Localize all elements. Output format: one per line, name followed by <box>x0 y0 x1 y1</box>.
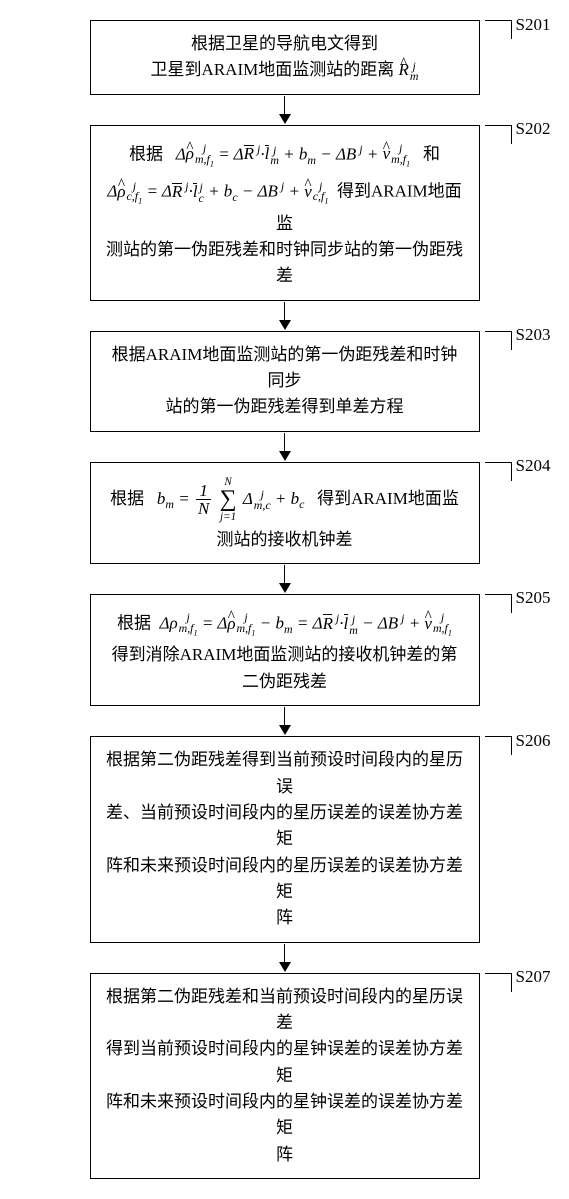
step-row: 根据 Δρjm,f1 = ΔR j·ljm + bm − ΔB j + vjm,… <box>20 125 549 301</box>
label-hook <box>485 125 512 144</box>
step-label: S205 <box>516 588 551 608</box>
step-text: 站的第一伪距残差得到单差方程 <box>166 397 404 416</box>
step-text: 根据 <box>129 144 172 163</box>
label-hook <box>485 973 512 992</box>
arrow-icon <box>279 432 291 462</box>
step-text: 测站的第一伪距残差和时钟同步站的第一伪距残差 <box>106 240 463 285</box>
step-text: 根据卫星的导航电文得到 <box>191 34 378 53</box>
step-text: 得到ARAIM地面监 <box>309 489 459 508</box>
label-hook <box>485 736 512 755</box>
step-label-wrap: S204 <box>485 462 551 481</box>
step-row: 根据ARAIM地面监测站的第一伪距残差和时钟同步 站的第一伪距残差得到单差方程 … <box>20 331 549 432</box>
label-hook <box>485 20 512 39</box>
formula: bm = 1N N∑j=1 Δjm,c + bc <box>157 477 304 523</box>
step-label-wrap: S202 <box>485 125 551 144</box>
step-box-s202: 根据 Δρjm,f1 = ΔR j·ljm + bm − ΔB j + vjm,… <box>90 125 480 301</box>
arrow-icon <box>279 564 291 594</box>
step-text: 阵和未来预设时间段内的星历误差的误差协方差矩 <box>106 856 463 901</box>
formula: Δρjc,f1 = ΔR j·ljc + bc − ΔB j + vjc,f1 <box>107 177 328 207</box>
step-box-s203: 根据ARAIM地面监测站的第一伪距残差和时钟同步 站的第一伪距残差得到单差方程 <box>90 331 480 432</box>
step-label-wrap: S201 <box>485 20 551 39</box>
step-box-s201: 根据卫星的导航电文得到 卫星到ARAIM地面监测站的距离 Rjm <box>90 20 480 95</box>
step-row: 根据 bm = 1N N∑j=1 Δjm,c + bc 得到ARAIM地面监 测… <box>20 462 549 564</box>
step-box-s205: 根据 Δρjm,f1 = Δρjm,f1 − bm = ΔR j·ljm − Δ… <box>90 594 480 706</box>
formula: Δρjm,f1 = ΔR j·ljm + bm − ΔB j + vjm,f1 <box>176 140 410 170</box>
step-label: S206 <box>516 731 551 751</box>
arrow-icon <box>279 95 291 125</box>
step-text: 差、当前预设时间段内的星历误差的误差协方差矩 <box>106 803 463 848</box>
step-box-s206: 根据第二伪距残差得到当前预设时间段内的星历误 差、当前预设时间段内的星历误差的误… <box>90 736 480 942</box>
step-text: 根据ARAIM地面监测站的第一伪距残差和时钟同步 <box>112 345 458 390</box>
step-text: 阵和未来预设时间段内的星钟误差的误差协方差矩 <box>106 1092 463 1137</box>
label-hook <box>485 594 512 613</box>
step-label: S201 <box>516 15 551 35</box>
step-box-s204: 根据 bm = 1N N∑j=1 Δjm,c + bc 得到ARAIM地面监 测… <box>90 462 480 564</box>
step-label: S204 <box>516 456 551 476</box>
step-text: 根据 <box>110 489 153 508</box>
flowchart: 根据卫星的导航电文得到 卫星到ARAIM地面监测站的距离 Rjm S201 根据… <box>20 20 549 1179</box>
arrow-icon <box>279 301 291 331</box>
step-label: S203 <box>516 325 551 345</box>
step-text: 卫星到ARAIM地面监测站的距离 <box>151 60 399 79</box>
step-text: 测站的接收机钟差 <box>217 530 353 549</box>
step-text: 和 <box>414 144 440 163</box>
step-row: 根据第二伪距残差得到当前预设时间段内的星历误 差、当前预设时间段内的星历误差的误… <box>20 736 549 942</box>
formula: Rjm <box>398 60 418 79</box>
formula: Δρjm,f1 = Δρjm,f1 − bm = ΔR j·ljm − ΔB j… <box>159 609 452 639</box>
step-text: 阵 <box>276 908 293 927</box>
arrow-icon <box>279 706 291 736</box>
step-row: 根据第二伪距残差和当前预设时间段内的星历误差 得到当前预设时间段内的星钟误差的误… <box>20 973 549 1179</box>
step-row: 根据卫星的导航电文得到 卫星到ARAIM地面监测站的距离 Rjm S201 <box>20 20 549 95</box>
step-row: 根据 Δρjm,f1 = Δρjm,f1 − bm = ΔR j·ljm − Δ… <box>20 594 549 706</box>
step-text: 得到消除ARAIM地面监测站的接收机钟差的第 <box>112 645 458 664</box>
step-label-wrap: S206 <box>485 736 551 755</box>
step-box-s207: 根据第二伪距残差和当前预设时间段内的星历误差 得到当前预设时间段内的星钟误差的误… <box>90 973 480 1179</box>
step-text: 二伪距残差 <box>242 672 327 691</box>
label-hook <box>485 462 512 481</box>
label-hook <box>485 331 512 350</box>
step-label-wrap: S207 <box>485 973 551 992</box>
step-text: 阵 <box>276 1145 293 1164</box>
step-label-wrap: S203 <box>485 331 551 350</box>
step-label: S207 <box>516 967 551 987</box>
step-label-wrap: S205 <box>485 594 551 613</box>
step-text: 根据 <box>117 614 155 633</box>
arrow-icon <box>279 943 291 973</box>
step-text: 根据第二伪距残差得到当前预设时间段内的星历误 <box>106 750 463 795</box>
step-label: S202 <box>516 119 551 139</box>
step-text: 得到当前预设时间段内的星钟误差的误差协方差矩 <box>106 1039 463 1084</box>
step-text: 根据第二伪距残差和当前预设时间段内的星历误差 <box>106 987 463 1032</box>
